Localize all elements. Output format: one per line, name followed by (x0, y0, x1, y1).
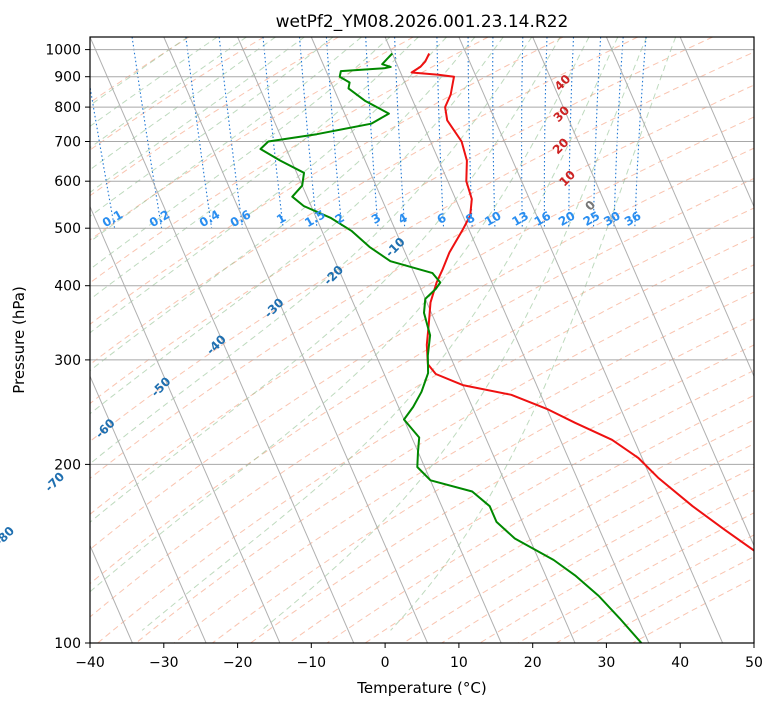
moist-adiabat (141, 37, 619, 631)
x-tick-label: −30 (149, 655, 179, 671)
x-tick-label: −20 (223, 655, 253, 671)
plot-area (90, 37, 754, 643)
x-tick-label: 0 (381, 655, 390, 671)
x-tick-label: 40 (671, 655, 689, 671)
x-tick-label: −10 (297, 655, 327, 671)
moist-adiabat (90, 37, 504, 415)
isotherm (605, 37, 754, 378)
dry-adiabat-label: -80 (0, 524, 17, 549)
x-tick-label: 10 (450, 655, 468, 671)
isotherm (753, 37, 754, 39)
isotherm (0, 37, 59, 643)
axis-ticks: −40 −30 −20 −10 0 10 20 30 40 50 1000 900 800 700 600 5… (45, 43, 763, 671)
dry-adiabat (90, 177, 754, 585)
moist-adiabat (90, 37, 189, 107)
dry-adiabat (90, 37, 339, 197)
dry-adiabat (90, 84, 754, 479)
plot-frame (89, 36, 755, 644)
y-axis-label: Pressure (hPa) (10, 286, 28, 394)
dry-adiabat (135, 264, 754, 643)
moist-adiabat (90, 37, 362, 243)
dry-adiabat (90, 51, 754, 443)
moist-adiabat (90, 37, 305, 194)
moist-adiabat (90, 37, 561, 523)
dewpoint-line (259, 52, 643, 643)
mixing-ratio-line (613, 37, 624, 229)
moist-adiabat (90, 37, 476, 372)
mixing-ratio-line (218, 37, 244, 229)
profile-lines (259, 52, 754, 643)
y-tick-label: 800 (54, 100, 81, 116)
dry-adiabat (90, 147, 754, 551)
mixing-ratio-line (185, 37, 213, 229)
mixing-ratio-line (365, 37, 379, 229)
moist-adiabat (90, 37, 334, 217)
isotherm (532, 37, 754, 547)
dry-adiabat (90, 37, 713, 405)
mixing-ratio-line (394, 37, 406, 229)
mixing-ratio-line (634, 37, 647, 229)
isotherm (458, 37, 724, 643)
x-tick-label: 20 (524, 655, 542, 671)
moist-adiabat (90, 37, 276, 171)
isotherm (90, 205, 281, 643)
dry-adiabat (90, 37, 414, 241)
y-tick-label: 100 (54, 636, 81, 652)
dry-adiabat (90, 37, 639, 366)
y-tick-label: 600 (54, 174, 81, 190)
mixing-ratio-line (325, 37, 343, 229)
chart-title: wetPf2_YM08.2026.001.23.14.R22 (276, 12, 569, 32)
isotherm (310, 37, 576, 643)
dry-adiabat (173, 291, 754, 643)
x-axis-label: Temperature (°C) (356, 679, 486, 697)
moist-adiabat (90, 37, 533, 465)
gridlines (0, 37, 754, 643)
dry-adiabat (90, 37, 265, 151)
mixing-ratio-line (592, 37, 602, 229)
moist-adiabat (261, 37, 648, 631)
isotherm (679, 37, 754, 208)
x-tick-label: −40 (75, 655, 105, 671)
x-tick-label: 50 (745, 655, 763, 671)
background-lines (90, 37, 754, 643)
y-tick-label: 1000 (45, 43, 81, 59)
y-tick-label: 400 (54, 279, 81, 295)
isotherm (90, 374, 207, 643)
dry-adiabat (90, 37, 564, 325)
temperature-line (410, 53, 754, 552)
mixing-ratio-line (262, 37, 284, 229)
isotherm (237, 37, 502, 643)
mixing-ratio-line (299, 37, 318, 229)
dry-adiabat (326, 394, 754, 643)
y-tick-label: 300 (54, 353, 81, 369)
moist-adiabat (390, 37, 677, 631)
moist-adiabat (90, 37, 419, 300)
isotherm (90, 37, 355, 643)
x-tick-label: 30 (597, 655, 615, 671)
dry-adiabat (288, 369, 754, 643)
y-tick-label: 700 (54, 135, 81, 151)
moist-adiabat (90, 37, 590, 593)
y-tick-label: 500 (54, 221, 81, 237)
isotherm (163, 37, 428, 643)
y-tick-label: 900 (54, 70, 81, 86)
moist-adiabat (90, 37, 218, 128)
y-tick-label: 200 (54, 457, 81, 473)
isotherm (384, 37, 650, 643)
